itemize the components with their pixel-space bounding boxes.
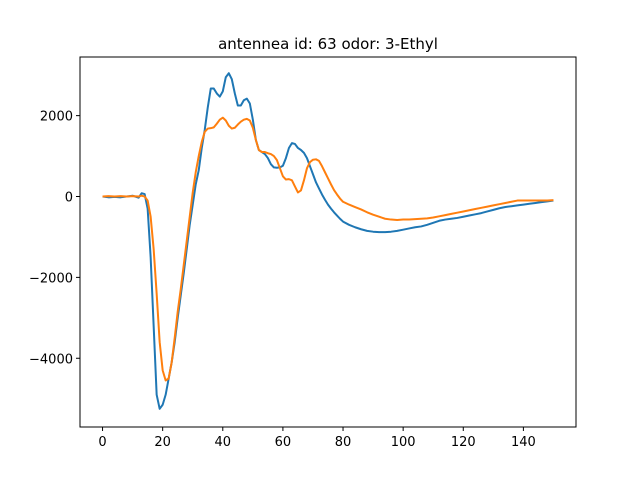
x-tick-label: 20	[154, 435, 171, 450]
y-tick-label: −4000	[29, 352, 73, 367]
series-line-2	[102, 116, 554, 382]
x-tick-label: 120	[451, 435, 476, 450]
y-tick-label: −2000	[29, 271, 73, 286]
chart-title: antennea id: 63 odor: 3-Ethyl	[218, 35, 438, 53]
x-axis: 0 20 40 60 80 100 120 140	[98, 427, 536, 450]
x-tick-label: 100	[391, 435, 416, 450]
x-tick-label: 0	[98, 435, 106, 450]
x-tick-label: 60	[275, 435, 292, 450]
y-axis: −4000 −2000 0 2000	[29, 110, 80, 367]
series-line-1	[102, 72, 554, 410]
plot-frame	[79, 56, 577, 428]
y-tick-label: 2000	[40, 110, 73, 125]
x-tick-label: 40	[215, 435, 232, 450]
x-tick-label: 80	[335, 435, 352, 450]
series-layer	[102, 72, 554, 410]
y-tick-label: 0	[65, 191, 73, 206]
x-tick-label: 140	[511, 435, 536, 450]
